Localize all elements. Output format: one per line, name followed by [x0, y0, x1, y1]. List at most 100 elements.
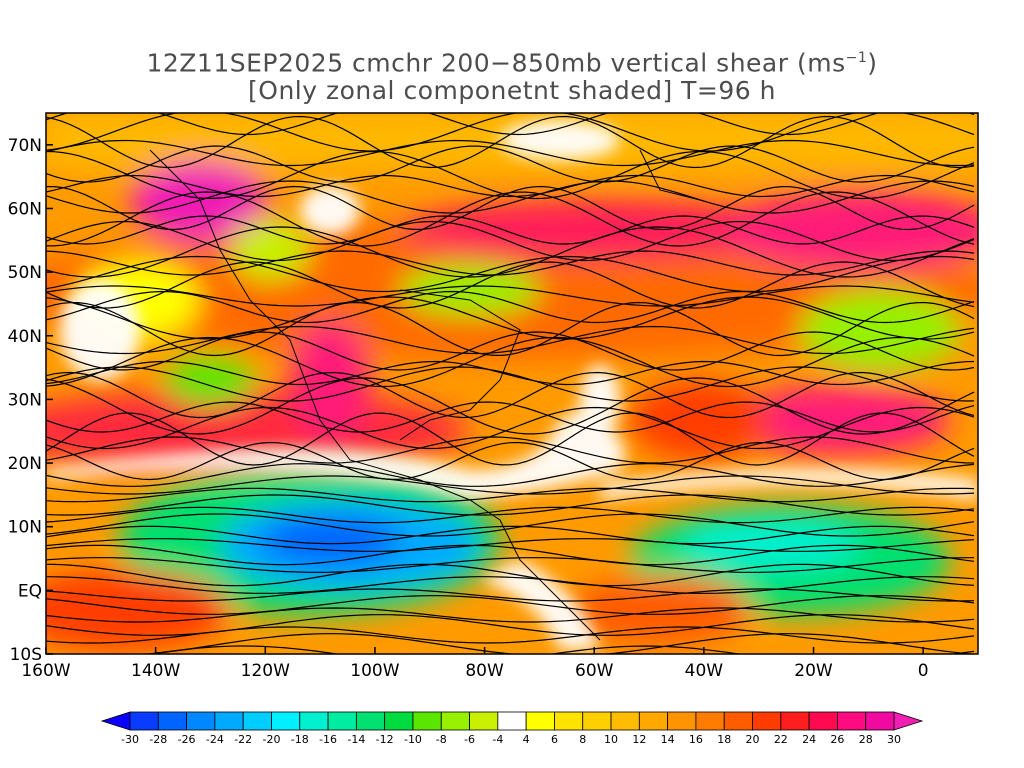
colorbar-swatch [695, 711, 725, 731]
colorbar-swatch [723, 711, 753, 731]
colorbar-label: -10 [404, 733, 422, 746]
coastline-icon [149, 149, 701, 641]
colorbar-label: 30 [887, 733, 901, 746]
lon-label: 120W [241, 661, 290, 681]
streamline [46, 296, 975, 340]
streamline [46, 371, 975, 419]
colorbar-min-arrow [100, 711, 131, 731]
lon-label: 100W [350, 661, 399, 681]
streamline [46, 325, 975, 355]
colorbar-swatch [327, 711, 357, 731]
streamline [46, 377, 975, 435]
streamline [46, 525, 975, 545]
streamline [46, 290, 975, 324]
streamline [46, 113, 975, 152]
colorbar-label: -20 [262, 733, 280, 746]
lon-label: 0 [918, 661, 929, 681]
colorbar-swatch [157, 711, 187, 731]
streamline [46, 595, 975, 615]
lat-label: 70N [8, 136, 42, 156]
colorbar-label: 28 [859, 733, 873, 746]
colorbar-label: 22 [774, 733, 788, 746]
streamline [46, 336, 975, 388]
colorbar-label: -30 [121, 733, 139, 746]
streamline [46, 115, 975, 169]
streamline [46, 285, 975, 307]
streamline [46, 406, 975, 450]
colorbar-swatch [469, 711, 499, 731]
streamline [46, 360, 975, 386]
streamline [46, 441, 975, 481]
colorbar-swatch [214, 711, 244, 731]
colorbar: -30 -28 -26 -24 -22 -20 -18 -16 -14 -12 -10 -8 -6 -4 4… [100, 711, 924, 746]
lon-label: 60W [575, 661, 614, 681]
colorbar-swatch [497, 711, 527, 731]
lon-label: 40W [685, 661, 724, 681]
streamline [46, 626, 975, 644]
streamline [46, 475, 975, 495]
streamline [46, 220, 975, 262]
colorbar-swatch [865, 711, 895, 731]
colorbar-swatch [440, 711, 470, 731]
lat-label: EQ [18, 581, 42, 601]
colorbar-swatch [808, 711, 838, 731]
streamline [46, 191, 975, 247]
streamline [46, 487, 975, 503]
title-line-1: 12Z11SEP2025 cmchr 200−850mb vertical sh… [146, 48, 878, 78]
latitude-axis: 70N 60N 50N 40N 30N 20N 10N EQ 10S [8, 136, 53, 665]
colorbar-label: 12 [632, 733, 646, 746]
colorbar-swatch [837, 711, 867, 731]
colorbar-swatch [610, 711, 640, 731]
streamline [46, 506, 975, 524]
colorbar-label: 24 [802, 733, 816, 746]
streamline [46, 563, 975, 587]
streamline [46, 366, 975, 402]
colorbar-swatch [242, 711, 272, 731]
colorbar-swatch [667, 711, 697, 731]
colorbar-label: 16 [689, 733, 703, 746]
colorbar-swatch [525, 711, 555, 731]
streamline [46, 261, 975, 309]
title-line-2: [Only zonal componetnt shaded] T=96 h [248, 76, 776, 106]
colorbar-label: 10 [604, 733, 618, 746]
streamline [46, 401, 975, 433]
colorbar-label: -16 [319, 733, 337, 746]
colorbar-label: -26 [178, 733, 196, 746]
streamline [46, 226, 975, 278]
shaded-field [46, 113, 978, 654]
lat-label: 60N [8, 199, 42, 219]
colorbar-label: 14 [661, 733, 675, 746]
colorbar-label: -14 [347, 733, 365, 746]
colorbar-label: 4 [523, 733, 530, 746]
streamline [46, 588, 975, 602]
lat-label: 40N [8, 327, 42, 347]
wind-streamline-icon [46, 113, 975, 654]
colorbar-swatch [299, 711, 329, 731]
streamline [46, 538, 975, 552]
lon-label: 140W [131, 661, 180, 681]
colorbar-label: 26 [830, 733, 844, 746]
colorbar-label: 8 [579, 733, 586, 746]
colorbar-swatch [554, 711, 584, 731]
lon-label: 160W [21, 661, 70, 681]
streamline [46, 576, 975, 594]
streamline [46, 145, 975, 183]
streamline [145, 645, 975, 654]
streamline [46, 463, 975, 487]
plot-frame [45, 112, 979, 655]
colorbar-label: -28 [149, 733, 167, 746]
streamline [46, 412, 975, 466]
colorbar-swatch [638, 711, 669, 731]
streamline [46, 331, 975, 371]
colorbar-label: 6 [551, 733, 558, 746]
colorbar-swatch [752, 711, 782, 731]
streamline [46, 174, 975, 198]
colorbar-label: 20 [746, 733, 760, 746]
colorbar-swatch [780, 711, 810, 731]
streamline [46, 557, 974, 573]
streamline [46, 180, 975, 214]
lat-label: 10S [10, 645, 42, 665]
lon-label: 20W [794, 661, 833, 681]
colorbar-label: -12 [376, 733, 394, 746]
